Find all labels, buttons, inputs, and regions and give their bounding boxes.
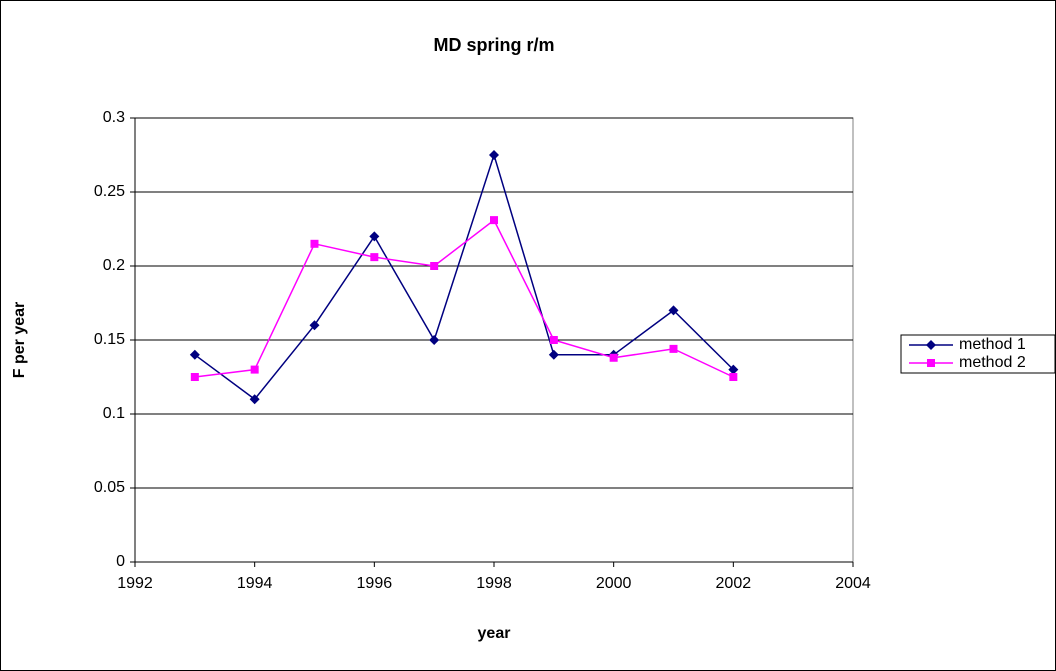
x-tick-label: 1996 [357,575,393,592]
data-point [669,344,678,353]
data-point [250,365,259,374]
data-point [549,336,558,344]
data-point [429,335,440,345]
data-point [489,150,499,160]
data-point [548,349,559,360]
series-line [194,218,734,378]
data-point [430,262,439,270]
y-tick-label: 0.1 [103,405,125,422]
chart-title: MD spring r/m [433,35,554,55]
y-tick-label: 0.3 [103,109,125,126]
legend-box [900,334,1056,374]
x-tick-label: 1992 [117,575,153,592]
data-point [729,373,738,381]
x-tick-label: 1998 [476,575,512,592]
data-point [668,305,679,316]
y-tick-label: 0.25 [94,183,125,200]
data-point [490,216,498,225]
data-point [369,231,380,242]
data-point [310,239,319,248]
data-point [309,320,320,331]
legend-label: method 2 [959,354,1026,371]
data-point [609,353,618,362]
data-point [249,394,260,405]
legend-label: method 1 [959,336,1026,353]
data-point [728,364,739,375]
y-tick-label: 0.05 [94,479,125,496]
legend-marker [927,359,935,367]
legend-marker [926,340,936,350]
data-point [370,253,379,262]
x-tick-label: 2004 [835,575,871,592]
y-axis-label: F per year [11,302,28,378]
series-line [194,152,734,401]
y-tick-label: 0.2 [103,257,125,274]
y-tick-label: 0 [116,553,125,570]
y-tick-label: 0.15 [94,331,125,348]
data-point [189,349,200,360]
data-point [190,373,199,381]
x-tick-label: 2000 [596,575,632,592]
x-tick-label: 2002 [716,575,752,592]
x-tick-label: 1994 [237,575,273,592]
x-axis-label: year [478,625,511,642]
